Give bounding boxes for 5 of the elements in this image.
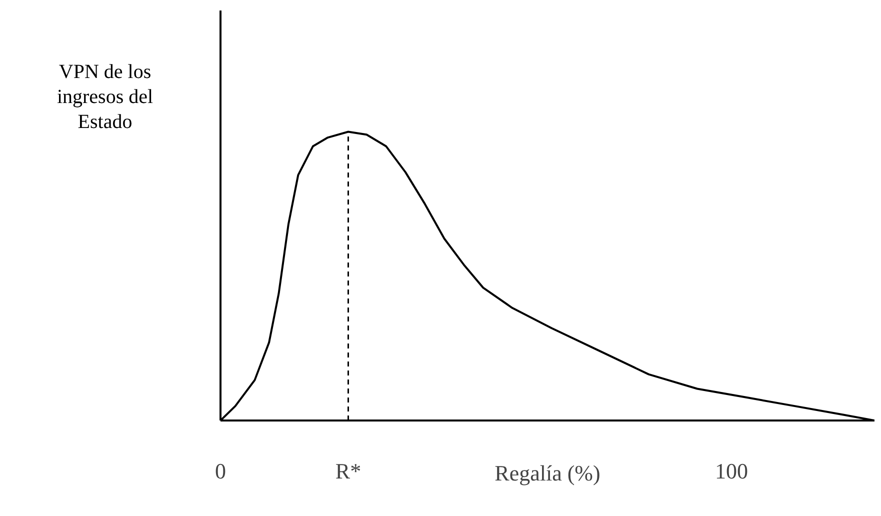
x-tick-label: R* bbox=[335, 458, 362, 484]
x-axis-title: Regalía (%) bbox=[494, 460, 600, 486]
x-tick-label: 0 bbox=[215, 458, 226, 484]
x-tick-label: 100 bbox=[714, 458, 748, 484]
y-axis-title: VPN de los ingresos del Estado bbox=[56, 60, 154, 135]
